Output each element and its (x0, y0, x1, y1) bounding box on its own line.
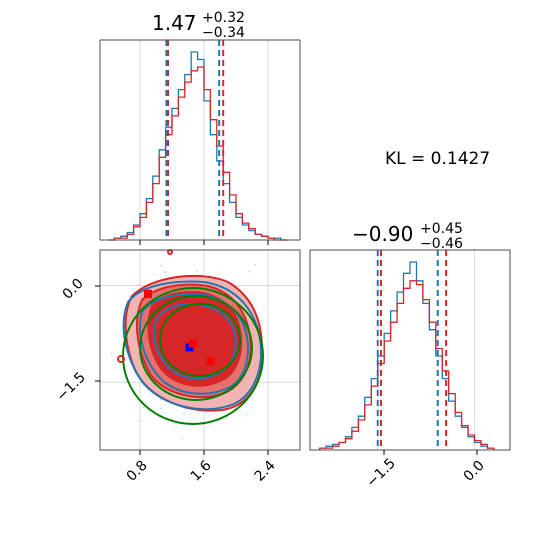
joint-markers (144, 289, 215, 365)
marginal-2-histograms (319, 261, 495, 450)
scatter-point (183, 413, 185, 415)
scatter-point (181, 437, 183, 439)
green-contour-mid (139, 295, 253, 401)
marginal-2-quantiles (376, 250, 448, 450)
blue-contour-inner (153, 302, 237, 380)
marginal-1-title-sub: −0.34 (202, 25, 245, 41)
marginal-2-panel: −1.5 0.0 −0.90 +0.45 −0.46 (309, 221, 511, 491)
scatter-point (160, 264, 162, 267)
joint-panel: 0.8 1.6 2.4 0.0 −1.5 (53, 240, 301, 485)
histogram-step (319, 280, 495, 450)
marginal-2-title-sup: +0.45 (420, 221, 463, 237)
joint-frame (99, 249, 301, 451)
scatter-point (159, 407, 162, 410)
green-contour-inner (159, 303, 241, 377)
scatter-point (254, 264, 257, 266)
marginal-2-frame (309, 249, 511, 451)
scatter-point (159, 398, 162, 401)
joint-xtick-0: 0.8 (124, 458, 151, 485)
joint-xtick-2: 2.4 (252, 458, 279, 485)
marginal-1-title-sup: +0.32 (202, 10, 245, 26)
kl-annotation: KL = 0.1427 (385, 149, 490, 169)
joint-ytick-1: −1.5 (53, 369, 88, 404)
scatter-point (133, 289, 135, 291)
scatter-point (110, 353, 113, 355)
scatter-point (164, 271, 166, 273)
histogram-step (108, 66, 288, 241)
joint-ticks (95, 240, 269, 455)
marker-square (188, 339, 197, 348)
histogram-step (319, 261, 495, 450)
scatter-point (137, 284, 139, 286)
red-contour-blob (117, 355, 125, 363)
joint-ytick-0: 0.0 (60, 276, 87, 303)
marginal-2-title-sub: −0.46 (420, 236, 463, 252)
red-contour-blob (167, 249, 173, 255)
marginal-2-xtick-1: 0.0 (461, 458, 488, 485)
scatter-point (196, 270, 198, 273)
scatter-point (142, 406, 145, 409)
scatter-point (172, 418, 174, 421)
marginal-1-frame (99, 39, 301, 241)
marginal-1-histograms (108, 51, 288, 241)
marginal-2-title: −0.90 (352, 222, 413, 246)
marker-square (144, 289, 152, 298)
blue-contour-outer (122, 280, 262, 411)
marginal-2-grid (377, 250, 476, 450)
joint-xtick-1: 1.6 (188, 458, 215, 485)
blue-contour-mid (139, 292, 249, 395)
scatter-point (137, 420, 140, 422)
scatter-point (233, 407, 236, 410)
marginal-2-xtick-0: −1.5 (363, 455, 398, 490)
marginal-1-quantiles (165, 40, 225, 240)
scatter-point (121, 335, 124, 338)
marginal-2-ticks (383, 450, 478, 455)
marginal-1-panel: 1.47 +0.32 −0.34 (99, 10, 301, 241)
marker-square (206, 357, 215, 365)
scatter-point (245, 413, 247, 416)
marginal-1-title: 1.47 (152, 11, 197, 35)
histogram-step (108, 51, 288, 241)
scatter-point (248, 270, 251, 273)
